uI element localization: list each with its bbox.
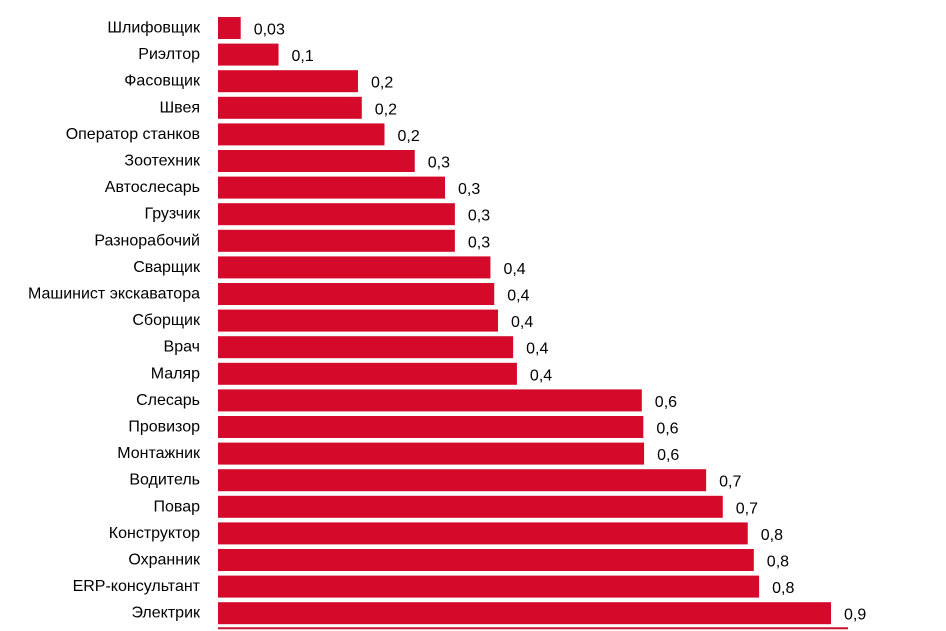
category-label-18: Водитель bbox=[129, 472, 200, 489]
category-label-14: Маляр bbox=[151, 365, 200, 382]
value-label-19: 0,7 bbox=[736, 500, 758, 517]
bar-16 bbox=[218, 416, 644, 438]
bar-4 bbox=[218, 96, 362, 119]
category-label-5: Оператор станков bbox=[66, 126, 200, 143]
value-label-14: 0,4 bbox=[530, 367, 552, 384]
category-label-9: Разнорабочий bbox=[94, 232, 200, 249]
category-label-12: Сборщик bbox=[132, 312, 201, 329]
bar-19 bbox=[218, 495, 723, 518]
category-label-3: Фасовщик bbox=[124, 73, 201, 90]
value-label-22: 0,8 bbox=[772, 580, 794, 597]
category-label-15: Слесарь bbox=[136, 392, 200, 409]
value-label-18: 0,7 bbox=[719, 474, 741, 491]
bar-21 bbox=[218, 549, 754, 571]
value-label-16: 0,6 bbox=[656, 421, 678, 438]
bar-22 bbox=[218, 575, 760, 598]
category-label-11: Машинист экскаватора bbox=[28, 286, 200, 303]
value-label-7: 0,3 bbox=[458, 181, 480, 198]
bar-23 bbox=[218, 602, 831, 625]
category-label-8: Грузчик bbox=[144, 206, 201, 223]
category-label-6: Зоотехник bbox=[124, 153, 201, 170]
value-label-12: 0,4 bbox=[511, 314, 533, 331]
value-label-1: 0,03 bbox=[254, 22, 285, 39]
category-label-21: Охранник bbox=[128, 552, 201, 569]
category-label-19: Повар bbox=[153, 498, 200, 515]
value-labels: 0,030,10,20,20,20,30,30,30,30,40,40,40,4… bbox=[254, 22, 867, 624]
bar-11 bbox=[218, 283, 495, 305]
bar-6 bbox=[218, 150, 415, 172]
value-label-4: 0,2 bbox=[375, 101, 397, 118]
value-label-17: 0,6 bbox=[657, 447, 679, 464]
value-label-15: 0,6 bbox=[655, 394, 677, 411]
category-label-4: Швея bbox=[159, 99, 200, 116]
category-labels: Шлифовщик Риэлтор Фасовщик Швея Оператор ста… bbox=[28, 20, 201, 622]
bar-3 bbox=[218, 70, 359, 93]
value-label-10: 0,4 bbox=[503, 261, 525, 278]
bar-7 bbox=[218, 176, 446, 199]
value-label-2: 0,1 bbox=[292, 48, 314, 65]
value-label-13: 0,4 bbox=[526, 341, 548, 358]
bar-12 bbox=[218, 309, 499, 332]
category-label-16: Провизор bbox=[128, 419, 200, 436]
category-label-10: Сварщик bbox=[133, 259, 201, 276]
value-label-5: 0,2 bbox=[397, 128, 419, 145]
bar-10 bbox=[218, 256, 491, 279]
bar-8 bbox=[218, 203, 455, 226]
category-label-22: ERP-консультант bbox=[73, 578, 201, 595]
category-label-23: Электрик bbox=[131, 605, 201, 622]
bar-5 bbox=[218, 123, 385, 146]
bar-17 bbox=[218, 442, 645, 465]
value-label-20: 0,8 bbox=[761, 527, 783, 544]
category-label-7: Автослесарь bbox=[105, 179, 200, 196]
bar-18 bbox=[218, 469, 707, 492]
bar-1 bbox=[218, 17, 241, 39]
bar-13 bbox=[218, 336, 514, 359]
category-label-1: Шлифовщик bbox=[107, 20, 201, 37]
category-label-20: Конструктор bbox=[109, 525, 200, 542]
bars-group bbox=[218, 17, 831, 625]
category-label-2: Риэлтор bbox=[138, 46, 200, 63]
bar-2 bbox=[218, 43, 279, 66]
value-label-21: 0,8 bbox=[767, 554, 789, 571]
bar-20 bbox=[218, 522, 748, 545]
bar-9 bbox=[218, 229, 455, 252]
value-label-3: 0,2 bbox=[371, 75, 393, 92]
value-label-11: 0,4 bbox=[507, 288, 529, 305]
value-label-8: 0,3 bbox=[468, 208, 490, 225]
bar-14 bbox=[218, 362, 517, 385]
value-label-23: 0,9 bbox=[844, 607, 866, 624]
value-label-9: 0,3 bbox=[468, 234, 490, 251]
value-label-6: 0,3 bbox=[428, 155, 450, 172]
category-label-13: Врач bbox=[164, 339, 200, 356]
bar-15 bbox=[218, 389, 642, 412]
category-label-17: Монтажник bbox=[117, 445, 201, 462]
